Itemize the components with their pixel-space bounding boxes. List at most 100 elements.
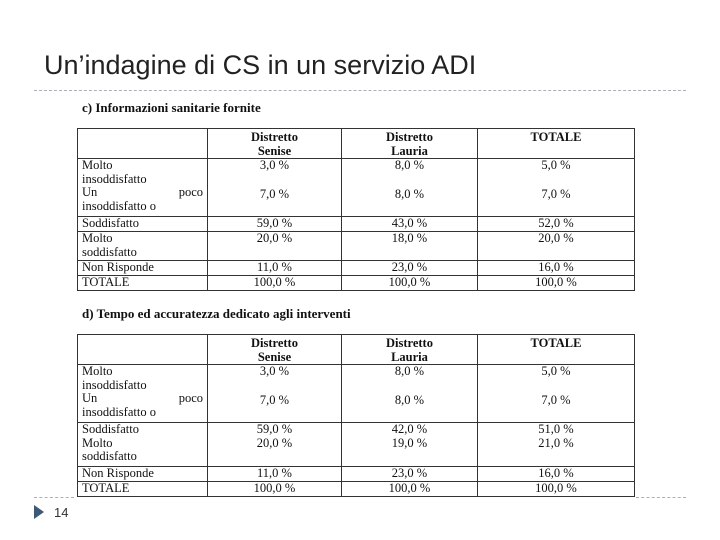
table-row: Non Risponde 11,0 % 23,0 % 16,0 %	[77, 260, 635, 276]
row-label-line: insoddisfatto	[82, 171, 147, 186]
header-line: Distretto	[251, 130, 298, 144]
table-row: Soddisfatto Molto soddisfatto 59,0 % 20,…	[77, 422, 635, 467]
table-row: TOTALE 100,0 % 100,0 % 100,0 %	[77, 275, 635, 291]
footer-divider	[636, 497, 686, 498]
table-c: Distretto Senise Distretto Lauria TOTALE…	[77, 128, 635, 291]
cell-value-line: 59,0 %	[256, 422, 293, 436]
cell-value: 5,0 % 7,0 %	[477, 158, 635, 217]
cell-value: 59,0 % 20,0 %	[207, 422, 342, 467]
cell-value: 100,0 %	[207, 275, 342, 291]
cell-value-line: 8,0 %	[394, 158, 425, 172]
triangle-bullet-icon	[34, 505, 44, 519]
table-d-heading: d) Tempo ed accuratezza dedicato agli in…	[82, 306, 351, 321]
footer-divider	[34, 497, 74, 498]
row-label-line: Molto	[82, 364, 113, 378]
header-distretto-lauria: Distretto Lauria	[341, 128, 478, 159]
row-label: Molto insoddisfatto Un poco insoddisfatt…	[77, 158, 208, 217]
cell-value-line: 19,0 %	[391, 435, 428, 450]
cell-value: 3,0 % 7,0 %	[207, 158, 342, 217]
row-label-line: insoddisfatto	[82, 377, 147, 392]
row-label-line: Soddisfatto	[82, 422, 139, 436]
cell-value: 51,0 % 21,0 %	[477, 422, 635, 467]
cell-value: 8,0 % 8,0 %	[341, 158, 478, 217]
title-divider	[34, 90, 686, 91]
header-distretto-senise: Distretto Senise	[207, 128, 342, 159]
row-label-line: Un poco	[82, 185, 203, 200]
row-label-line: soddisfatto	[82, 449, 137, 463]
row-label-line: Un poco	[82, 391, 203, 406]
cell-value-line: 8,0 %	[394, 392, 425, 407]
header-line: Distretto	[251, 336, 298, 350]
cell-value: 42,0 % 19,0 %	[341, 422, 478, 467]
cell-value-line: 20,0 %	[256, 435, 293, 450]
cell-value: 18,0 %	[341, 231, 478, 261]
row-label-line: Molto	[82, 435, 113, 450]
cell-value-line: 7,0 %	[259, 186, 290, 201]
cell-value: 5,0 % 7,0 %	[477, 364, 635, 423]
cell-value: 100,0 %	[341, 275, 478, 291]
row-label-word: poco	[178, 185, 203, 199]
cell-value-line: 7,0 %	[541, 186, 571, 201]
row-label-line: Molto	[82, 158, 113, 172]
row-label: Non Risponde	[77, 466, 208, 482]
cell-value-line: 3,0 %	[259, 364, 290, 378]
cell-value-line: 5,0 %	[541, 364, 571, 378]
header-line: Senise	[257, 349, 292, 364]
header-line: Lauria	[391, 349, 428, 364]
row-label-line: soddisfatto	[82, 244, 137, 259]
cell-value: 11,0 %	[207, 466, 342, 482]
table-d: Distretto Senise Distretto Lauria TOTALE…	[77, 334, 635, 497]
cell-value: 8,0 % 8,0 %	[341, 364, 478, 423]
row-label: TOTALE	[77, 275, 208, 291]
cell-value-line: 3,0 %	[259, 158, 290, 172]
table-row: Molto insoddisfatto Un poco insoddisfatt…	[77, 158, 635, 217]
header-line: Distretto	[386, 336, 433, 350]
header-empty	[77, 334, 208, 365]
row-label: Soddisfatto Molto soddisfatto	[77, 422, 208, 467]
row-label: Molto insoddisfatto Un poco insoddisfatt…	[77, 364, 208, 423]
table-c-heading: c) Informazioni sanitarie fornite	[82, 100, 261, 115]
cell-value: 100,0 %	[341, 481, 478, 497]
cell-value: 11,0 %	[207, 260, 342, 276]
slide-title: Un’indagine di CS in un servizio ADI	[44, 50, 477, 80]
row-label-line: insoddisfatto o	[82, 198, 156, 213]
row-label-line: insoddisfatto o	[82, 404, 156, 419]
cell-value-line: 21,0 %	[538, 435, 574, 450]
table-row: Molto soddisfatto 20,0 % 18,0 % 20,0 %	[77, 231, 635, 261]
cell-value: 43,0 %	[341, 216, 478, 232]
table-row: Soddisfatto 59,0 % 43,0 % 52,0 %	[77, 216, 635, 232]
row-label-word: Un	[82, 185, 98, 199]
header-line: Senise	[257, 143, 292, 158]
cell-value: 16,0 %	[477, 466, 635, 482]
cell-value: 100,0 %	[477, 481, 635, 497]
cell-value: 23,0 %	[341, 260, 478, 276]
row-label: Soddisfatto	[77, 216, 208, 232]
row-label-word: poco	[178, 391, 203, 405]
header-line: Distretto	[386, 130, 433, 144]
header-line: Lauria	[391, 143, 428, 158]
page-number: 14	[54, 505, 69, 520]
row-label: TOTALE	[77, 481, 208, 497]
header-totale: TOTALE	[477, 128, 635, 159]
header-totale: TOTALE	[477, 334, 635, 365]
cell-value-line: 42,0 %	[391, 422, 428, 436]
cell-value: 3,0 % 7,0 %	[207, 364, 342, 423]
cell-value: 100,0 %	[477, 275, 635, 291]
row-label-line: Molto	[82, 231, 113, 245]
cell-value: 59,0 %	[207, 216, 342, 232]
cell-value: 52,0 %	[477, 216, 635, 232]
cell-value-line: 5,0 %	[541, 158, 571, 172]
row-label: Non Risponde	[77, 260, 208, 276]
table-row: TOTALE 100,0 % 100,0 % 100,0 %	[77, 481, 635, 497]
cell-value-line: 7,0 %	[541, 392, 571, 407]
cell-value-line: 8,0 %	[394, 186, 425, 201]
header-empty	[77, 128, 208, 159]
cell-value: 16,0 %	[477, 260, 635, 276]
header-distretto-lauria: Distretto Lauria	[341, 334, 478, 365]
header-distretto-senise: Distretto Senise	[207, 334, 342, 365]
cell-value-line: 8,0 %	[394, 364, 425, 378]
cell-value: 20,0 %	[477, 231, 635, 261]
cell-value: 23,0 %	[341, 466, 478, 482]
table-row: Non Risponde 11,0 % 23,0 % 16,0 %	[77, 466, 635, 482]
row-label: Molto soddisfatto	[77, 231, 208, 261]
